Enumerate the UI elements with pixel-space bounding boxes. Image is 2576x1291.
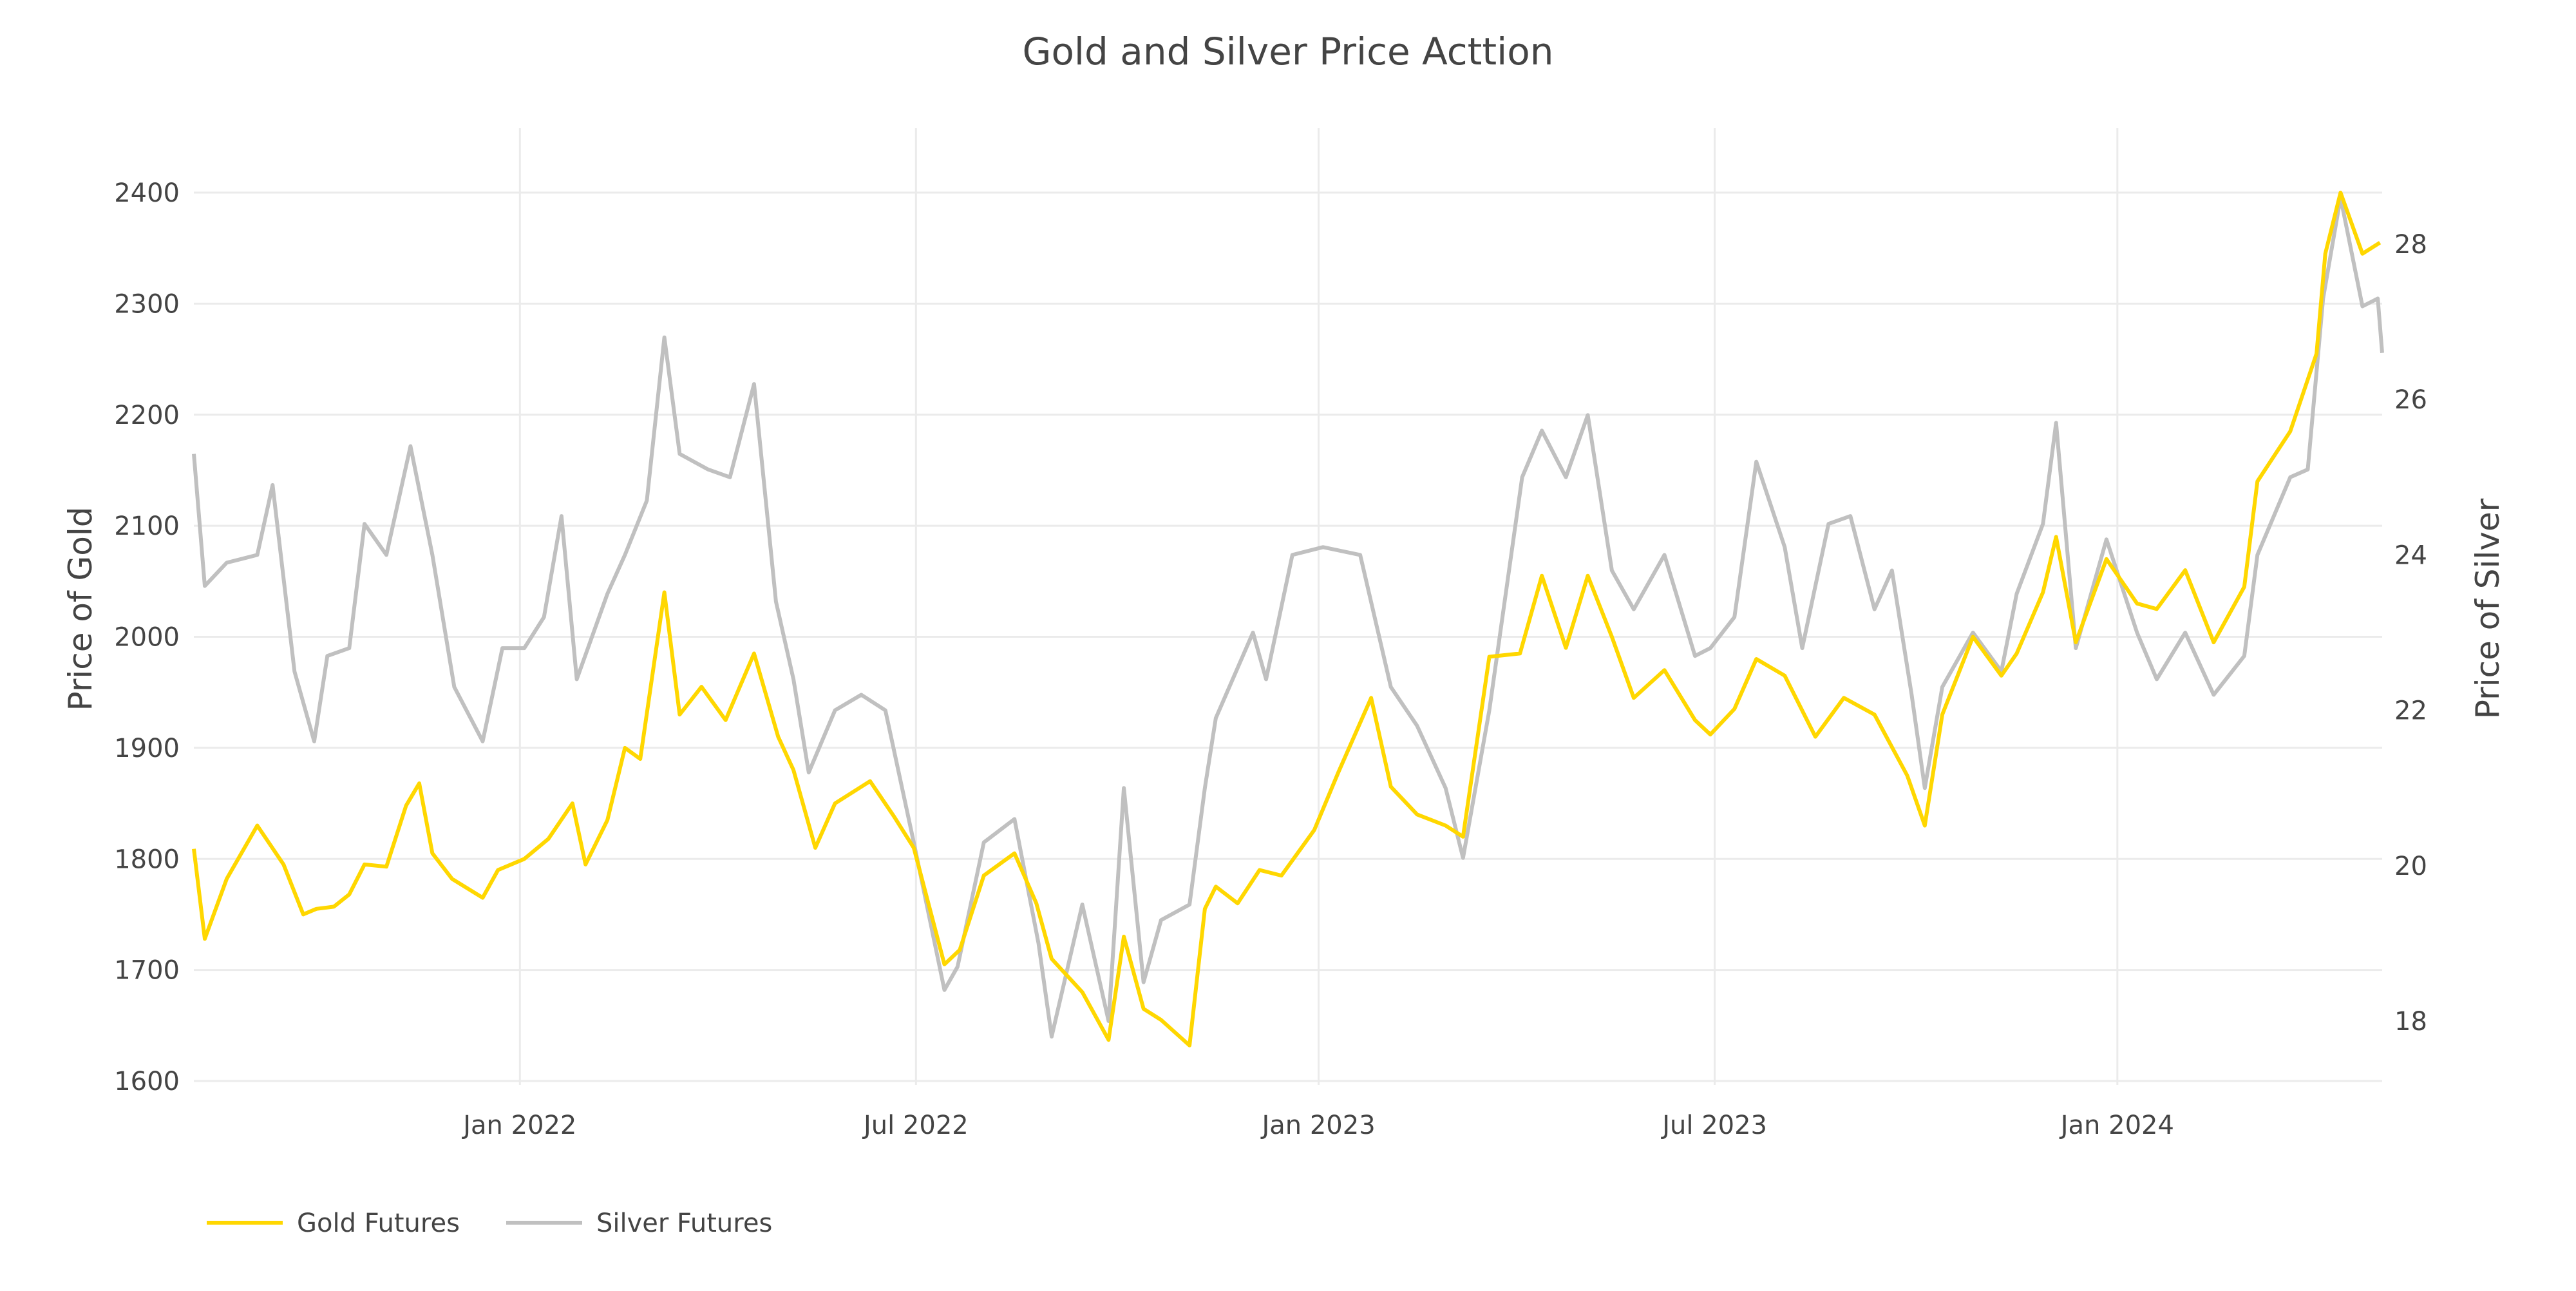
- right-tick-label: 18: [2394, 1007, 2427, 1037]
- left-tick-label: 2100: [114, 512, 180, 541]
- right-tick-label: 26: [2394, 385, 2427, 415]
- x-tick-label: Jan 2023: [1260, 1111, 1375, 1140]
- silver-futures-line: [192, 195, 2384, 1039]
- left-tick-label: 1600: [114, 1067, 180, 1096]
- x-tick-label: Jan 2022: [461, 1111, 576, 1140]
- right-tick-label: 20: [2394, 852, 2427, 881]
- right-axis-ticks: 18 20 22 24 26 28: [2394, 230, 2427, 1037]
- left-tick-label: 1700: [114, 956, 180, 986]
- left-tick-label: 2400: [114, 178, 180, 208]
- left-tick-label: 2200: [114, 401, 180, 430]
- gold-futures-line: [192, 191, 2382, 1047]
- left-tick-label: 2300: [114, 289, 180, 319]
- right-tick-label: 24: [2394, 540, 2427, 570]
- right-axis-title: Price of Silver: [2469, 498, 2506, 719]
- right-tick-label: 28: [2394, 230, 2427, 260]
- left-tick-label: 1800: [114, 845, 180, 874]
- left-axis-title: Price of Gold: [62, 507, 99, 711]
- right-tick-label: 22: [2394, 696, 2427, 726]
- chart-title: Gold and Silver Price Acttion: [1023, 30, 1554, 73]
- left-tick-label: 1900: [114, 734, 180, 763]
- left-tick-label: 2000: [114, 623, 180, 653]
- x-tick-label: Jul 2022: [862, 1111, 969, 1140]
- series-lines: [192, 191, 2384, 1047]
- left-axis-ticks: 1600 1700 1800 1900 2000 2100 2200 2300 2400: [114, 178, 180, 1096]
- legend: Gold Futures Silver Futures: [207, 1209, 772, 1238]
- x-axis-ticks: Jan 2022 Jul 2022 Jan 2023 Jul 2023 Jan 2024: [461, 1111, 2174, 1140]
- legend-label-silver: Silver Futures: [596, 1209, 772, 1238]
- gridlines: [194, 128, 2382, 1085]
- x-tick-label: Jan 2024: [2059, 1111, 2174, 1140]
- legend-label-gold: Gold Futures: [297, 1209, 460, 1238]
- x-tick-label: Jul 2023: [1660, 1111, 1767, 1140]
